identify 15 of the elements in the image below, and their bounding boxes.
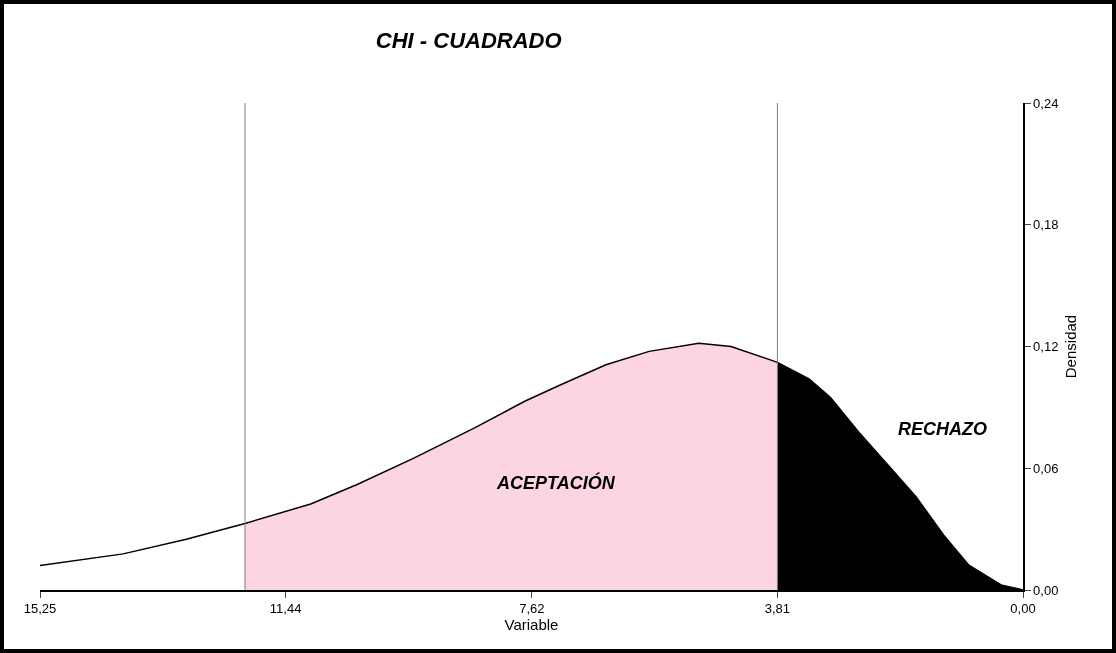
y-axis-title: Densidad bbox=[1062, 314, 1080, 379]
y-tick-label: 0,12 bbox=[1033, 339, 1059, 355]
y-tick-label: 0,06 bbox=[1033, 460, 1059, 476]
x-tick-label: 15,25 bbox=[23, 601, 57, 617]
annotation: ACEPTACIÓN bbox=[496, 472, 616, 493]
x-tick-label: 3,81 bbox=[764, 601, 791, 617]
y-tick-label: 0,18 bbox=[1033, 217, 1059, 233]
x-axis-title: Variable bbox=[504, 616, 559, 634]
y-tick-label: 0,00 bbox=[1033, 582, 1059, 598]
x-tick-label: 0,00 bbox=[1010, 601, 1036, 617]
chart-title: CHI - CUADRADO bbox=[375, 28, 562, 54]
x-tick-label: 11,44 bbox=[269, 601, 302, 617]
y-tick-label: 0,24 bbox=[1033, 95, 1059, 111]
annotation: RECHAZO bbox=[898, 419, 987, 439]
x-tick-label: 7,62 bbox=[519, 601, 545, 617]
